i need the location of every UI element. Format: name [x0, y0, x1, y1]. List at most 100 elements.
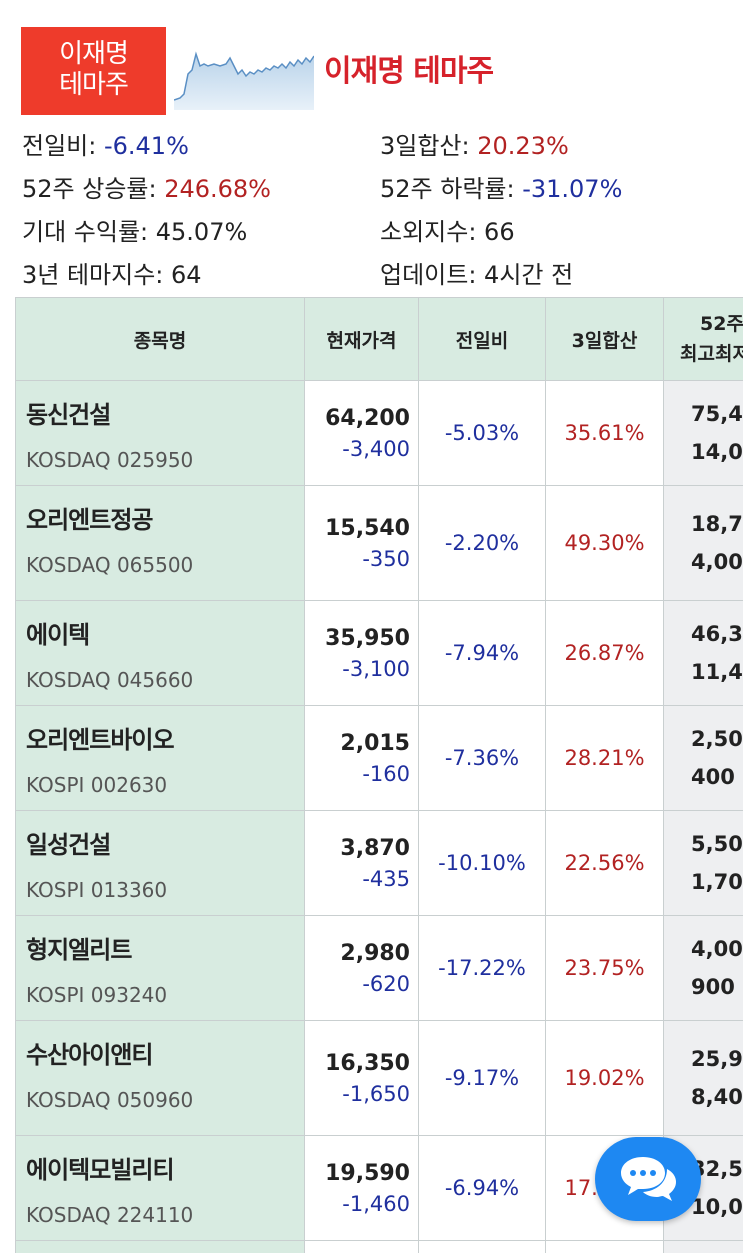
stock-name-cell[interactable]: [15, 1240, 305, 1253]
wk52-high: 46,300: [691, 622, 743, 646]
change-cell: -2.20%: [418, 485, 546, 601]
stock-name-cell[interactable]: 에이텍모빌리티 KOSDAQ 224110: [15, 1135, 305, 1241]
wk52-low: 400: [691, 765, 735, 789]
stat-right: 업데이트: 4시간 전: [380, 255, 573, 295]
table-row[interactable]: 오리엔트바이오 KOSPI 002630 2,015 -160 -7.36% 28.21%…: [15, 705, 743, 811]
stock-name-cell[interactable]: 형지엘리트 KOSPI 093240: [15, 915, 305, 1021]
stock-name-cell[interactable]: 에이텍 KOSDAQ 045660: [15, 600, 305, 706]
stock-name-cell[interactable]: 오리엔트정공 KOSDAQ 065500: [15, 485, 305, 601]
price-cell: 2,015 -160: [304, 705, 419, 811]
change-cell: [418, 1240, 546, 1253]
chat-bubbles-icon: [621, 1157, 676, 1201]
three-day-cell: 19.02%: [545, 1020, 664, 1136]
stat-label: 3일합산:: [380, 132, 478, 160]
wk52-low: 10,000: [691, 1195, 743, 1219]
stock-name[interactable]: 수산아이앤티: [26, 1041, 153, 1069]
stock-code: KOSPI 013360: [26, 878, 168, 902]
current-price: 2,980: [340, 940, 410, 966]
wk52-cell: 75,400 14,000: [663, 380, 743, 486]
stat-left: 기대 수익률: 45.07%: [22, 212, 247, 252]
badge-line-2: 테마주: [59, 70, 129, 100]
col-header-name[interactable]: 종목명: [15, 297, 305, 381]
stock-name-cell[interactable]: 동신건설 KOSDAQ 025950: [15, 380, 305, 486]
stock-name[interactable]: 에이텍모빌리티: [26, 1156, 175, 1184]
change-cell: -10.10%: [418, 810, 546, 916]
stock-name[interactable]: 형지엘리트: [26, 936, 132, 964]
chat-button[interactable]: [595, 1137, 701, 1221]
theme-badge[interactable]: 이재명 테마주: [21, 27, 166, 115]
stock-name[interactable]: 동신건설: [26, 401, 111, 429]
wk52-cell: 5,500 1,700: [663, 810, 743, 916]
stock-name[interactable]: 에이텍: [26, 621, 90, 649]
theme-header: 이재명 테마주 이재명 테마주: [0, 0, 743, 120]
wk52-high: 5,500: [691, 832, 743, 856]
price-cell: 15,540 -350: [304, 485, 419, 601]
stock-code: KOSDAQ 025950: [26, 448, 194, 472]
price-cell: [304, 1240, 419, 1253]
three-day-cell: 26.87%: [545, 600, 664, 706]
stat-label: 소외지수:: [380, 218, 485, 246]
table-row[interactable]: 일성건설 KOSPI 013360 3,870 -435 -10.10% 22.56% 5,…: [15, 810, 743, 916]
stat-value: -6.41%: [103, 132, 189, 160]
three-day-cell: [545, 1240, 664, 1253]
stat-label: 52주 상승률:: [22, 175, 165, 203]
current-price: 3,870: [340, 835, 410, 861]
current-price: 64,200: [325, 405, 410, 431]
stock-name[interactable]: 오리엔트바이오: [26, 726, 175, 754]
col-header-three-day[interactable]: 3일합산: [545, 297, 664, 381]
wk52-low: 11,400: [691, 660, 743, 684]
change-cell: -5.03%: [418, 380, 546, 486]
wk52-low: 900: [691, 975, 735, 999]
stat-right: 52주 하락률: -31.07%: [380, 169, 622, 209]
stat-row: 기대 수익률: 45.07% 소외지수: 66: [22, 212, 722, 255]
stat-value: 20.23%: [477, 132, 569, 160]
stat-label: 52주 하락률:: [380, 175, 523, 203]
theme-title: 이재명 테마주: [324, 54, 494, 89]
current-price: 2,015: [340, 730, 410, 756]
stat-value: 4시간 전: [484, 261, 574, 289]
stock-name-cell[interactable]: 일성건설 KOSPI 013360: [15, 810, 305, 916]
stock-code: KOSDAQ 065500: [26, 553, 194, 577]
stat-label: 3년 테마지수:: [22, 261, 172, 289]
table-row[interactable]: 수산아이앤티 KOSDAQ 050960 16,350 -1,650 -9.17% 19.…: [15, 1020, 743, 1136]
stock-code: KOSDAQ 045660: [26, 668, 194, 692]
col-header-change[interactable]: 전일비: [418, 297, 546, 381]
table-row[interactable]: 형지엘리트 KOSPI 093240 2,980 -620 -17.22% 23.75% 4…: [15, 915, 743, 1021]
table-row[interactable]: 오리엔트정공 KOSDAQ 065500 15,540 -350 -2.20% 49.30…: [15, 485, 743, 601]
stat-value: 45.07%: [155, 218, 248, 246]
table-row[interactable]: 에이텍 KOSDAQ 045660 35,950 -3,100 -7.94% 26.87%…: [15, 600, 743, 706]
current-price: 16,350: [325, 1050, 410, 1076]
change-cell: -7.94%: [418, 600, 546, 706]
current-price: 19,590: [325, 1160, 410, 1186]
stock-name-cell[interactable]: 오리엔트바이오 KOSPI 002630: [15, 705, 305, 811]
price-diff: -3,100: [342, 656, 410, 681]
stock-table-wrapper[interactable]: 종목명 현재가격 전일비 3일합산 52주 최고최저 동신건설 KOSDAQ 02…: [15, 297, 743, 1253]
table-row[interactable]: 동신건설 KOSDAQ 025950 64,200 -3,400 -5.03% 35.61…: [15, 380, 743, 486]
stock-name-cell[interactable]: 수산아이앤티 KOSDAQ 050960: [15, 1020, 305, 1136]
price-cell: 19,590 -1,460: [304, 1135, 419, 1241]
sparkline-chart: [174, 51, 314, 110]
stock-name[interactable]: 오리엔트정공: [26, 506, 153, 534]
col-header-price[interactable]: 현재가격: [304, 297, 419, 381]
wk52-cell: 25,900 8,400: [663, 1020, 743, 1136]
col-header-52wk[interactable]: 52주 최고최저: [663, 297, 743, 381]
wk52-high: 18,700: [691, 512, 743, 536]
stat-value: 64: [171, 261, 202, 289]
price-diff: -350: [362, 546, 410, 571]
stat-label: 전일비:: [22, 132, 104, 160]
change-cell: -6.94%: [418, 1135, 546, 1241]
three-day-cell: 22.56%: [545, 810, 664, 916]
stat-value: 66: [484, 218, 515, 246]
wk52-cell: 18,700 4,000: [663, 485, 743, 601]
price-cell: 64,200 -3,400: [304, 380, 419, 486]
badge-line-1: 이재명: [59, 39, 129, 69]
stat-label: 업데이트:: [380, 261, 485, 289]
current-price: 15,540: [325, 515, 410, 541]
price-cell: 16,350 -1,650: [304, 1020, 419, 1136]
table-row[interactable]: [15, 1240, 743, 1253]
wk52-cell: [663, 1240, 743, 1253]
change-cell: -7.36%: [418, 705, 546, 811]
wk52-low: 14,000: [691, 440, 743, 464]
stat-row: 52주 상승률: 246.68% 52주 하락률: -31.07%: [22, 169, 722, 212]
stock-name[interactable]: 일성건설: [26, 831, 111, 859]
